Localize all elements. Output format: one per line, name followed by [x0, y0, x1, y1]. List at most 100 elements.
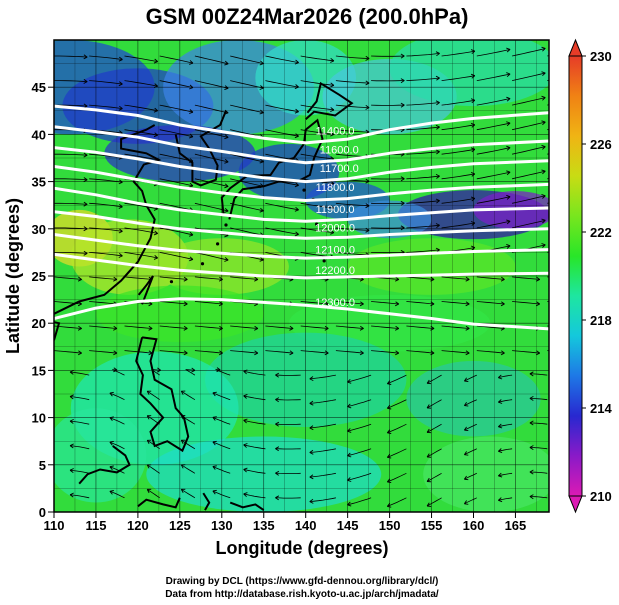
- streamline: [30, 473, 54, 474]
- colorbar-scale: [568, 55, 583, 497]
- streamline: [476, 325, 505, 329]
- streamline-arrowhead: [359, 325, 364, 331]
- streamline: [230, 153, 264, 163]
- streamline: [159, 55, 193, 64]
- streamline: [309, 497, 336, 502]
- streamline-arrowhead: [330, 229, 335, 235]
- streamline-arrowhead: [506, 47, 511, 53]
- streamline-arrowhead: [243, 492, 248, 498]
- streamline-arrowhead: [183, 350, 188, 356]
- streamline: [30, 400, 54, 401]
- streamline-arrowhead: [212, 489, 217, 495]
- streamline: [476, 350, 505, 354]
- streamline-arrowhead: [180, 390, 186, 395]
- streamline-arrowhead: [365, 227, 370, 233]
- y-tick-label: 20: [32, 316, 46, 331]
- streamline-arrowhead: [218, 350, 223, 356]
- x-axis: 110 115 120 125 130 135 140 145 150 155 160 165: [44, 512, 526, 533]
- colorbar-max-arrow: [568, 38, 583, 57]
- streamline: [181, 390, 196, 401]
- streamline: [335, 129, 370, 133]
- contour-line: [54, 252, 549, 280]
- streamline: [89, 301, 117, 305]
- streamline-arrowhead: [294, 84, 299, 90]
- streamline-arrowhead: [83, 79, 88, 84]
- streamline: [406, 325, 435, 329]
- streamline: [230, 325, 258, 329]
- streamline: [54, 202, 88, 205]
- streamline-arrowhead: [153, 83, 158, 89]
- streamline: [335, 202, 370, 207]
- streamline-arrowhead: [541, 46, 546, 52]
- streamline: [159, 129, 193, 138]
- streamline: [300, 153, 334, 160]
- streamline-arrowhead: [189, 84, 194, 90]
- x-tick-label: 145: [337, 518, 359, 533]
- streamline-arrowhead: [365, 80, 370, 86]
- y-tick-label: 15: [32, 363, 46, 378]
- y-tick-label: 5: [39, 458, 46, 473]
- streamline: [476, 147, 511, 155]
- colorbar-min-arrow: [568, 495, 583, 514]
- streamline: [194, 153, 229, 163]
- streamline-arrowhead: [330, 107, 335, 113]
- streamline: [335, 80, 370, 84]
- streamline-arrowhead: [294, 59, 299, 65]
- streamline: [300, 80, 334, 86]
- streamline-arrowhead: [498, 423, 503, 429]
- x-tick-label: 110: [44, 518, 65, 533]
- streamline: [371, 301, 399, 305]
- streamline: [243, 469, 266, 474]
- streamline: [387, 423, 407, 434]
- streamline-arrowhead: [386, 380, 392, 385]
- streamline-arrowhead: [400, 78, 405, 84]
- streamline-arrowhead: [254, 325, 259, 331]
- contour-label: 12200.0: [315, 265, 355, 277]
- streamline: [159, 202, 193, 211]
- streamline-arrowhead: [118, 228, 123, 234]
- streamline-arrowhead: [146, 488, 152, 494]
- streamline: [89, 55, 123, 60]
- x-tick-label: 115: [85, 518, 106, 533]
- streamline: [243, 419, 266, 425]
- streamline: [406, 126, 440, 131]
- colorbar-tick-label: 210: [590, 489, 612, 504]
- streamline-arrowhead: [498, 374, 503, 380]
- streamline: [159, 350, 188, 354]
- streamline: [335, 325, 364, 329]
- x-axis-label: Longitude (degrees): [215, 538, 388, 558]
- streamline-arrowhead: [153, 107, 158, 113]
- island: [224, 223, 228, 227]
- streamline: [70, 420, 90, 425]
- streamline: [230, 80, 264, 89]
- streamline: [406, 151, 440, 155]
- streamline-arrowhead: [498, 448, 503, 454]
- streamline-arrowhead: [330, 82, 335, 88]
- streamline: [464, 497, 477, 505]
- streamline-arrowhead: [189, 133, 194, 139]
- streamline-arrowhead: [118, 253, 123, 258]
- streamline: [30, 449, 54, 450]
- streamline: [265, 325, 294, 329]
- streamline-arrowhead: [470, 122, 476, 128]
- streamline: [498, 423, 513, 428]
- streamline: [406, 301, 435, 305]
- streamline: [441, 148, 475, 155]
- streamline-arrowhead: [365, 55, 370, 61]
- streamline: [300, 202, 334, 209]
- x-tick-label: 125: [169, 518, 191, 533]
- streamline: [243, 395, 266, 401]
- streamline: [476, 276, 505, 280]
- streamline: [124, 80, 158, 87]
- streamline: [464, 423, 477, 431]
- streamline: [70, 371, 90, 376]
- streamline-arrowhead: [183, 301, 188, 307]
- streamline-arrowhead: [224, 134, 229, 140]
- streamline-arrowhead: [289, 350, 294, 356]
- streamline: [124, 153, 158, 161]
- streamline-arrowhead: [498, 399, 503, 404]
- streamline: [89, 178, 123, 183]
- coastline: [174, 110, 227, 187]
- streamline-arrowhead: [541, 193, 546, 199]
